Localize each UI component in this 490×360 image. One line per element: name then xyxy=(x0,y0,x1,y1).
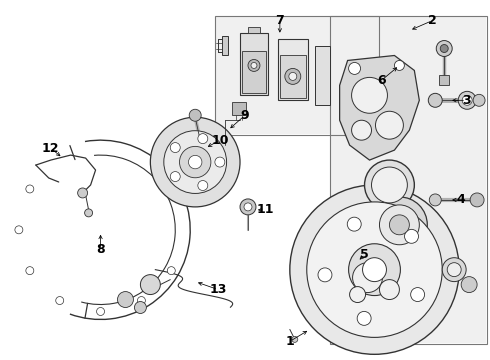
Polygon shape xyxy=(278,39,308,100)
Polygon shape xyxy=(439,75,449,85)
Circle shape xyxy=(440,45,448,53)
Circle shape xyxy=(394,60,404,71)
Circle shape xyxy=(347,217,361,231)
Circle shape xyxy=(170,172,180,181)
Text: 8: 8 xyxy=(96,243,105,256)
Circle shape xyxy=(307,202,442,337)
Circle shape xyxy=(318,268,332,282)
Circle shape xyxy=(353,263,383,293)
Text: 6: 6 xyxy=(377,74,386,87)
Circle shape xyxy=(390,215,409,235)
Polygon shape xyxy=(240,32,268,95)
Circle shape xyxy=(248,59,260,71)
Polygon shape xyxy=(280,55,306,98)
Circle shape xyxy=(442,258,466,282)
Text: 7: 7 xyxy=(275,14,284,27)
Circle shape xyxy=(428,93,442,107)
Circle shape xyxy=(141,275,160,294)
Circle shape xyxy=(289,72,297,80)
Circle shape xyxy=(405,229,418,243)
Circle shape xyxy=(137,297,146,305)
Circle shape xyxy=(462,95,472,105)
Circle shape xyxy=(352,120,371,140)
Text: 12: 12 xyxy=(42,141,59,155)
Circle shape xyxy=(198,180,208,190)
Circle shape xyxy=(240,199,256,215)
Text: 10: 10 xyxy=(211,134,229,147)
Circle shape xyxy=(56,297,64,305)
Circle shape xyxy=(150,117,240,207)
Circle shape xyxy=(429,194,441,206)
Circle shape xyxy=(447,263,461,276)
Circle shape xyxy=(189,109,201,121)
Circle shape xyxy=(371,197,427,253)
Circle shape xyxy=(411,288,425,302)
Bar xyxy=(216,17,378,134)
Circle shape xyxy=(244,203,252,211)
Circle shape xyxy=(357,311,371,325)
Circle shape xyxy=(15,226,23,234)
Circle shape xyxy=(189,156,202,169)
Circle shape xyxy=(379,280,399,300)
Circle shape xyxy=(292,336,298,342)
Circle shape xyxy=(363,258,387,282)
Text: 3: 3 xyxy=(462,94,470,107)
Circle shape xyxy=(251,62,257,68)
Bar xyxy=(330,15,487,345)
Circle shape xyxy=(352,77,388,113)
Polygon shape xyxy=(315,45,330,105)
Polygon shape xyxy=(338,250,415,319)
Circle shape xyxy=(379,205,419,245)
Circle shape xyxy=(215,157,225,167)
Circle shape xyxy=(164,131,226,193)
Circle shape xyxy=(170,143,180,153)
Circle shape xyxy=(348,244,400,296)
Circle shape xyxy=(290,185,459,354)
Polygon shape xyxy=(222,36,228,55)
Circle shape xyxy=(118,292,133,307)
Text: 1: 1 xyxy=(286,335,294,348)
Circle shape xyxy=(371,167,407,203)
Circle shape xyxy=(26,267,34,275)
Circle shape xyxy=(365,160,415,210)
Circle shape xyxy=(348,62,361,75)
Circle shape xyxy=(134,302,147,314)
Circle shape xyxy=(198,134,208,144)
Circle shape xyxy=(375,111,403,139)
Circle shape xyxy=(26,185,34,193)
Polygon shape xyxy=(232,102,246,115)
Text: 9: 9 xyxy=(241,109,249,122)
Circle shape xyxy=(349,287,366,302)
Polygon shape xyxy=(248,27,260,32)
Circle shape xyxy=(97,307,104,315)
Text: 13: 13 xyxy=(209,283,227,296)
Circle shape xyxy=(473,94,485,106)
Circle shape xyxy=(85,209,93,217)
Text: 4: 4 xyxy=(457,193,465,206)
Circle shape xyxy=(179,147,211,178)
Circle shape xyxy=(77,188,88,198)
Text: 2: 2 xyxy=(428,14,437,27)
Circle shape xyxy=(461,276,477,293)
Text: 5: 5 xyxy=(360,248,369,261)
Polygon shape xyxy=(242,50,266,93)
Circle shape xyxy=(167,267,175,275)
Bar xyxy=(215,15,379,135)
Circle shape xyxy=(436,41,452,57)
Text: 11: 11 xyxy=(256,203,274,216)
Circle shape xyxy=(285,68,301,84)
Polygon shape xyxy=(340,55,419,160)
Circle shape xyxy=(470,193,484,207)
Circle shape xyxy=(458,91,476,109)
Bar xyxy=(331,17,486,343)
